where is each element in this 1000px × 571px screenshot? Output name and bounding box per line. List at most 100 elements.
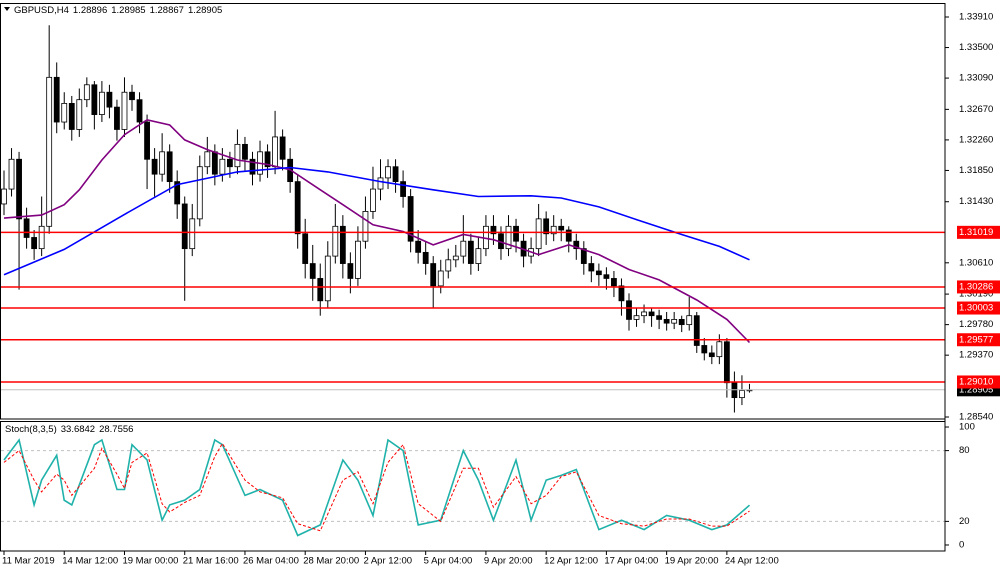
dropdown-icon[interactable]: [4, 7, 10, 11]
candle-body: [61, 103, 68, 123]
y-tick-label: 0: [959, 539, 964, 550]
candle-body: [475, 248, 482, 264]
candle-body: [400, 181, 406, 197]
candle-body: [279, 136, 286, 160]
x-tick-label: 28 Mar 20:00: [303, 556, 359, 567]
candle-body: [565, 229, 572, 242]
candle-body: [671, 319, 678, 324]
candle-body: [226, 158, 233, 168]
candle-body: [362, 211, 369, 242]
candle-body: [332, 225, 339, 257]
candle-body: [663, 319, 670, 324]
level-label: 1.30003: [959, 303, 993, 314]
candle-body: [445, 259, 452, 272]
x-tick-label: 21 Mar 16:00: [183, 556, 239, 567]
y-tick-label: 1.32260: [959, 134, 993, 145]
candle-body: [144, 121, 150, 160]
indicator-line: [3, 118, 751, 344]
candle-body: [106, 91, 113, 108]
header-value: 33.6842: [61, 424, 95, 435]
candle-body: [166, 151, 173, 183]
candle-body: [633, 315, 640, 320]
candle-body: [407, 196, 414, 242]
candle-body: [317, 278, 324, 302]
candle-body: [309, 263, 316, 279]
last-price-label: 1.28905: [959, 384, 993, 395]
candle-body: [573, 240, 580, 250]
candle-body: [129, 91, 135, 101]
indicator-line: [3, 166, 750, 276]
candle-body: [595, 270, 602, 276]
level-label: 1.29010: [959, 376, 993, 387]
x-tick-label: 19 Mar 00:00: [122, 556, 178, 567]
panel-header: Stoch(8,3,5) 33.6842 28.7556: [5, 424, 133, 435]
candle-body: [535, 218, 542, 250]
candle-body: [505, 225, 512, 250]
candle-body: [211, 151, 218, 175]
candle-body: [626, 300, 632, 320]
y-tick-label: 1.30190: [959, 289, 993, 300]
candle-body: [708, 352, 715, 358]
candle-body: [656, 315, 663, 320]
candle-body: [53, 76, 60, 123]
candle-body: [114, 106, 120, 130]
candle-body: [513, 225, 519, 242]
candle-body: [249, 158, 256, 175]
candle-body: [490, 225, 497, 235]
candle-body: [204, 151, 211, 168]
y-tick-label: 1.33500: [959, 42, 993, 53]
y-tick-label: 1.28540: [959, 412, 993, 423]
candle-body: [678, 319, 685, 326]
candle-body: [121, 91, 128, 130]
candle-body: [701, 345, 708, 354]
y-tick-label: 1.29370: [959, 350, 993, 361]
candle-body: [31, 237, 38, 250]
x-tick-label: 11 Mar 2019: [2, 556, 55, 567]
y-tick-label: 1.30610: [959, 257, 993, 268]
panel-header: GBPUSD,H4 1.28896 1.28985 1.28867 1.28905: [14, 5, 222, 16]
y-tick-label: 1.29780: [959, 319, 993, 330]
candle-body: [355, 240, 361, 279]
level-label-box: [957, 225, 1000, 239]
header-value: 1.28867: [150, 5, 184, 16]
x-tick-label: 14 Mar 12:00: [62, 556, 118, 567]
candle-body: [347, 263, 354, 279]
candle-body: [588, 263, 595, 272]
level-label: 1.31019: [959, 227, 993, 238]
y-tick-label: 1.31430: [959, 196, 993, 207]
candle-body: [618, 285, 625, 302]
candle-body: [339, 225, 346, 264]
candle-body: [693, 315, 700, 346]
candle-body: [272, 136, 278, 168]
header-title: GBPUSD,H4: [14, 5, 69, 16]
candle-body: [422, 251, 429, 264]
candle-body: [716, 341, 723, 358]
indicator-line: [3, 442, 750, 532]
candle-body: [452, 255, 459, 261]
candle-body: [174, 181, 181, 205]
candle-body: [641, 311, 647, 317]
header-value: 1.28905: [188, 5, 222, 16]
candle-body: [324, 255, 331, 302]
candle-body: [91, 84, 98, 115]
candle-body: [46, 76, 53, 227]
candle-body: [543, 218, 550, 235]
x-tick-label: 2 Apr 12:00: [363, 556, 412, 567]
candle-body: [98, 91, 105, 115]
header-value: 1.28896: [73, 5, 107, 16]
candle-body: [377, 177, 384, 190]
candle-body: [558, 225, 565, 231]
candle-body: [302, 233, 309, 264]
candle-body: [430, 263, 437, 287]
candle-body: [467, 240, 474, 264]
header-value: 28.7556: [99, 424, 133, 435]
x-tick-label: 26 Mar 04:00: [243, 556, 299, 567]
candle-body: [294, 181, 301, 235]
candle-body: [38, 225, 45, 250]
candle-body: [83, 84, 90, 101]
candle-body: [189, 218, 196, 250]
x-tick-label: 9 Apr 20:00: [484, 556, 533, 567]
candle-body: [580, 248, 587, 264]
candle-body: [264, 151, 271, 168]
